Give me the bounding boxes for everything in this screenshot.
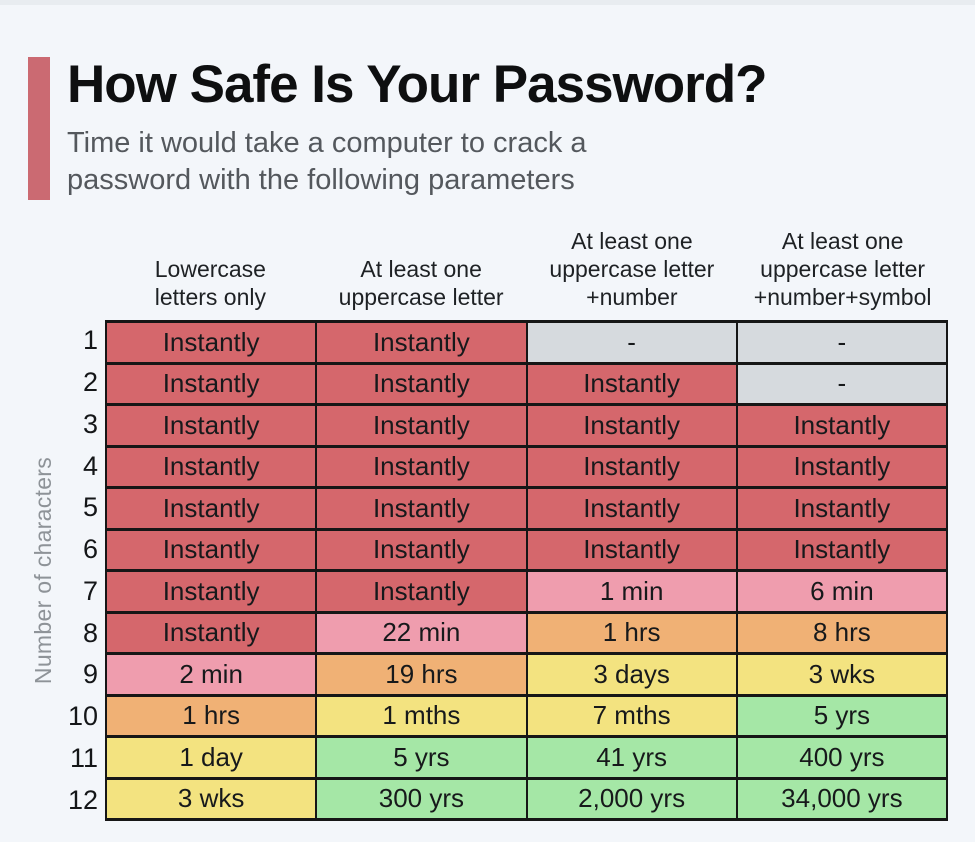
row-numbers: 1 2 3 4 5 6 7 8 9 10 11 12: [52, 320, 98, 821]
row-number-6: 6: [82, 534, 98, 565]
column-header-line: letters only: [154, 283, 266, 310]
table-cell-r11c3: 41 yrs: [525, 735, 736, 777]
header: How Safe Is Your Password? Time it would…: [28, 55, 768, 200]
subtitle-line-1: Time it would take a computer to crack a: [67, 126, 587, 159]
row-number-12: 12: [67, 784, 98, 815]
table-cell-r8c3: 1 hrs: [525, 610, 736, 652]
table-cell-r12c1: 3 wks: [105, 776, 316, 818]
column-header-uppercase-number-symbol: At least one uppercase letter +number+sy…: [737, 220, 948, 318]
table-cell-r8c4: 8 hrs: [735, 610, 946, 652]
table-cell-r11c2: 5 yrs: [315, 735, 526, 777]
row-number-7: 7: [82, 575, 98, 606]
table-cell-r8c2: 22 min: [315, 610, 526, 652]
table-cell-r3c2: Instantly: [315, 403, 526, 445]
table-cell-r4c1: Instantly: [105, 444, 316, 486]
column-header-lowercase-only: Lowercase letters only: [105, 220, 316, 318]
table-cell-r4c3: Instantly: [525, 444, 736, 486]
table-cell-r3c3: Instantly: [525, 403, 736, 445]
column-header-line: uppercase letter: [549, 255, 715, 282]
column-header-line: At least one: [360, 255, 482, 282]
table-cell-r11c1: 1 day: [105, 735, 316, 777]
table-cell-r2c1: Instantly: [105, 361, 316, 403]
table-cell-r9c1: 2 min: [105, 652, 316, 694]
table-cell-r2c4: -: [735, 361, 946, 403]
table-cell-r1c2: Instantly: [315, 320, 526, 362]
table-cell-r3c4: Instantly: [735, 403, 946, 445]
table-cell-r12c2: 300 yrs: [315, 776, 526, 818]
subtitle: Time it would take a computer to crack a…: [67, 125, 767, 199]
table-cell-r5c3: Instantly: [525, 486, 736, 528]
row-number-8: 8: [82, 617, 98, 648]
column-header-line: At least one: [781, 227, 904, 254]
table-cell-r6c4: Instantly: [735, 527, 946, 569]
column-headers: Lowercase letters only At least one uppe…: [105, 220, 948, 318]
table-cell-r2c2: Instantly: [315, 361, 526, 403]
row-number-2: 2: [82, 367, 98, 398]
table-cell-r1c3: -: [525, 320, 736, 362]
table-cell-r4c2: Instantly: [315, 444, 526, 486]
column-header-line: Lowercase: [154, 255, 266, 282]
table-cell-r7c3: 1 min: [525, 569, 736, 611]
table-cell-r10c1: 1 hrs: [105, 693, 316, 735]
accent-bar: [28, 57, 50, 200]
row-number-5: 5: [82, 492, 98, 523]
table-cell-r1c1: Instantly: [105, 320, 316, 362]
table-cell-r12c4: 34,000 yrs: [735, 776, 946, 818]
subtitle-line-2: password with the following parameters: [67, 163, 575, 196]
table-cell-r10c3: 7 mths: [525, 693, 736, 735]
table-cell-r9c4: 3 wks: [735, 652, 946, 694]
row-number-9: 9: [82, 659, 98, 690]
table-cell-r7c4: 6 min: [735, 569, 946, 611]
table-cell-r1c4: -: [735, 320, 946, 362]
column-header-uppercase-number: At least one uppercase letter +number: [527, 220, 738, 318]
password-crack-time-table: Instantly Instantly - - Instantly Instan…: [105, 320, 948, 821]
header-text: How Safe Is Your Password? Time it would…: [67, 55, 768, 200]
top-strip: [0, 0, 975, 5]
table-cell-r4c4: Instantly: [735, 444, 946, 486]
table-cell-r6c3: Instantly: [525, 527, 736, 569]
table-cell-r11c4: 400 yrs: [735, 735, 946, 777]
column-header-line: uppercase letter: [760, 255, 926, 282]
table-cell-r3c1: Instantly: [105, 403, 316, 445]
table-cell-r12c3: 2,000 yrs: [525, 776, 736, 818]
row-number-4: 4: [82, 450, 98, 481]
table-cell-r6c2: Instantly: [315, 527, 526, 569]
column-header-line: +number+symbol: [753, 283, 932, 310]
row-number-1: 1: [82, 325, 98, 356]
row-number-10: 10: [67, 701, 98, 732]
table-cell-r5c1: Instantly: [105, 486, 316, 528]
table-cell-r8c1: Instantly: [105, 610, 316, 652]
table-cell-r5c4: Instantly: [735, 486, 946, 528]
row-number-11: 11: [69, 742, 98, 773]
table-cell-r6c1: Instantly: [105, 527, 316, 569]
table-cell-r7c1: Instantly: [105, 569, 316, 611]
table-cell-r10c2: 1 mths: [315, 693, 526, 735]
table-cell-r2c3: Instantly: [525, 361, 736, 403]
column-header-one-uppercase: At least one uppercase letter: [316, 220, 527, 318]
column-header-line: At least one: [571, 227, 693, 254]
column-header-line: +number: [586, 283, 678, 310]
table-cell-r9c3: 3 days: [525, 652, 736, 694]
table-cell-r9c2: 19 hrs: [315, 652, 526, 694]
table-cell-r7c2: Instantly: [315, 569, 526, 611]
row-number-3: 3: [82, 408, 98, 439]
table-cell-r5c2: Instantly: [315, 486, 526, 528]
table-cell-r10c4: 5 yrs: [735, 693, 946, 735]
page-title: How Safe Is Your Password?: [67, 55, 768, 114]
column-header-line: uppercase letter: [338, 283, 504, 310]
